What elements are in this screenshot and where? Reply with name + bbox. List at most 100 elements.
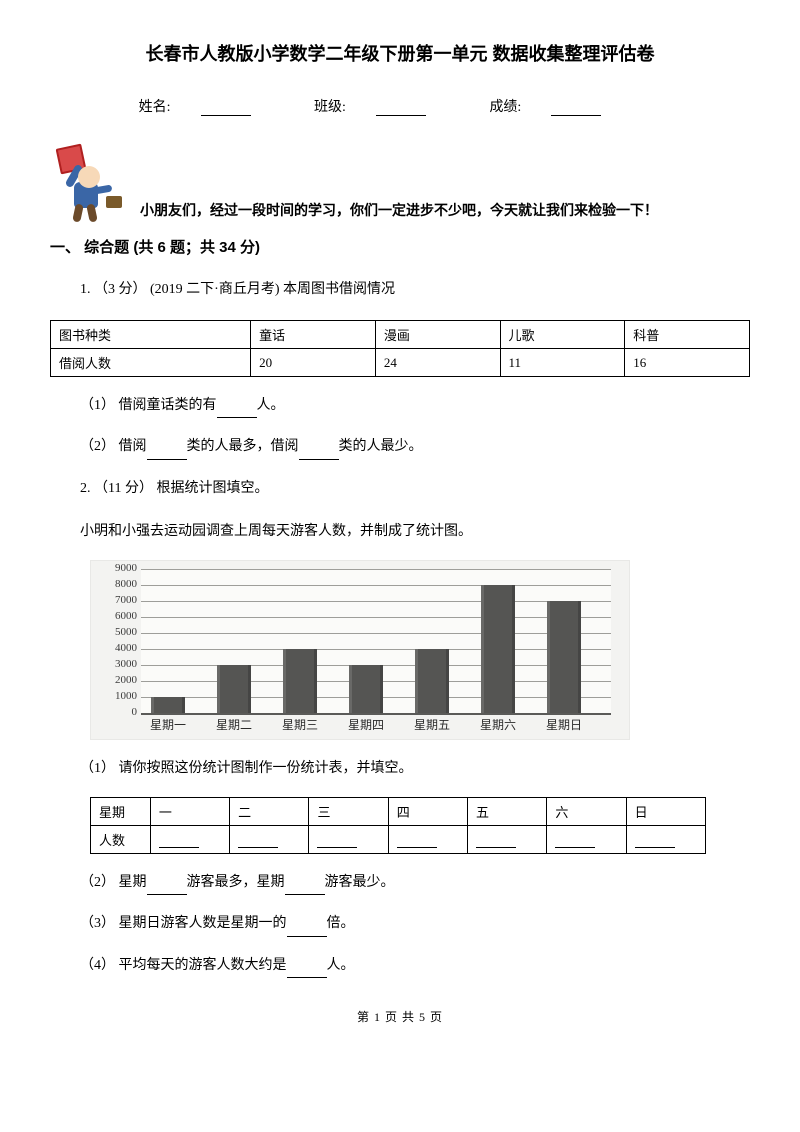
q1-sub1: （1） 借阅童话类的有 人。	[80, 393, 750, 418]
q2-blank-3[interactable]	[287, 921, 327, 937]
q2-cell[interactable]	[309, 826, 388, 854]
intro-text: 小朋友们，经过一段时间的学习，你们一定进步不少吧，今天就让我们来检验一下！	[140, 200, 658, 226]
q1-col-2: 儿歌	[500, 321, 625, 349]
q2-s4a: （4） 平均每天的游客人数大约是	[80, 958, 287, 973]
table-row: 星期 一 二 三 四 五 六 日	[91, 798, 706, 826]
class-label: 班级:	[314, 100, 346, 115]
chart-ytick: 6000	[97, 610, 137, 622]
q2-s2a: （2） 星期	[80, 875, 147, 890]
q1-val-1: 24	[375, 349, 500, 377]
q2-table: 星期 一 二 三 四 五 六 日 人数	[90, 797, 706, 854]
chart-xlabel: 星期四	[339, 716, 393, 733]
q2-desc: 小明和小强去运动园调查上周每天游客人数，并制成了统计图。	[80, 519, 750, 544]
chart-ytick: 0	[97, 706, 137, 718]
footer-c: 页	[426, 1010, 443, 1024]
q1-s2b: 类的人最多，借阅	[187, 439, 299, 454]
intro-row: 小朋友们，经过一段时间的学习，你们一定进步不少吧，今天就让我们来检验一下！	[50, 146, 750, 226]
q2-cell[interactable]	[388, 826, 467, 854]
student-info-line: 姓名: 班级: 成绩:	[50, 96, 750, 116]
visitor-chart: 0 1000 2000 3000 4000 5000 6000 7000 8000 9000 星期一…	[90, 560, 750, 740]
q2-col-5: 六	[547, 798, 626, 826]
q2-cell[interactable]	[626, 826, 705, 854]
q2-col-3: 四	[388, 798, 467, 826]
q2-s2c: 游客最少。	[325, 875, 395, 890]
q2-sub3: （3） 星期日游客人数是星期一的倍。	[80, 911, 750, 936]
q1-val-2: 11	[500, 349, 625, 377]
chart-xlabel: 星期一	[141, 716, 195, 733]
q2-blank-1[interactable]	[147, 879, 187, 895]
chart-bar	[349, 665, 383, 713]
page-title: 长春市人教版小学数学二年级下册第一单元 数据收集整理评估卷	[50, 40, 750, 66]
q1-col-3: 科普	[625, 321, 750, 349]
q1-s2c: 类的人最少。	[339, 439, 423, 454]
footer-a: 第	[357, 1010, 374, 1024]
q1-sub2: （2） 借阅 类的人最多，借阅 类的人最少。	[80, 434, 750, 459]
chart-ytick: 2000	[97, 674, 137, 686]
q2-col-4: 五	[468, 798, 547, 826]
q2-sub4: （4） 平均每天的游客人数大约是 人。	[80, 953, 750, 978]
q2-cell[interactable]	[150, 826, 229, 854]
section-1-header: 一、 综合题 (共 6 题；共 34 分)	[50, 236, 750, 257]
chart-bar	[217, 665, 251, 713]
chart-ytick: 9000	[97, 562, 137, 574]
q2-cell[interactable]	[230, 826, 309, 854]
chart-ytick: 1000	[97, 690, 137, 702]
chart-bar	[151, 697, 185, 713]
q2-s2b: 游客最多，星期	[187, 875, 285, 890]
chart-bar	[415, 649, 449, 713]
table-row: 人数	[91, 826, 706, 854]
q2-header: 2. （11 分） 根据统计图填空。	[80, 481, 268, 496]
question-2: 2. （11 分） 根据统计图填空。	[50, 476, 750, 501]
class-blank[interactable]	[376, 100, 426, 116]
q1-table: 图书种类 童话 漫画 儿歌 科普 借阅人数 20 24 11 16	[50, 320, 750, 377]
q1-val-0: 20	[251, 349, 376, 377]
chart-ytick: 8000	[97, 578, 137, 590]
q2-col-0: 一	[150, 798, 229, 826]
q1-r2-label: 借阅人数	[51, 349, 251, 377]
chart-xlabel: 星期三	[273, 716, 327, 733]
q1-header: 1. （3 分） (2019 二下·商丘月考) 本周图书借阅情况	[80, 282, 395, 297]
q2-cell[interactable]	[547, 826, 626, 854]
q2-col-1: 二	[230, 798, 309, 826]
page-footer: 第 1 页 共 5 页	[50, 1008, 750, 1025]
q2-s4b: 人。	[327, 958, 355, 973]
q1-blank-1[interactable]	[217, 402, 257, 418]
q1-s1a: （1） 借阅童话类的有	[80, 398, 217, 413]
q1-r1-label: 图书种类	[51, 321, 251, 349]
chart-ytick: 7000	[97, 594, 137, 606]
q2-blank-4[interactable]	[287, 962, 327, 978]
q1-col-1: 漫画	[375, 321, 500, 349]
chart-xlabel: 星期五	[405, 716, 459, 733]
table-row: 图书种类 童话 漫画 儿歌 科普	[51, 321, 750, 349]
q2-cell[interactable]	[468, 826, 547, 854]
chart-bar	[481, 585, 515, 713]
mascot-icon	[50, 146, 130, 226]
q1-blank-2[interactable]	[147, 444, 187, 460]
question-1: 1. （3 分） (2019 二下·商丘月考) 本周图书借阅情况	[50, 277, 750, 302]
q2-s3a: （3） 星期日游客人数是星期一的	[80, 916, 287, 931]
footer-cur: 1	[374, 1010, 381, 1024]
footer-b: 页 共	[381, 1010, 419, 1024]
score-blank[interactable]	[551, 100, 601, 116]
q1-col-0: 童话	[251, 321, 376, 349]
q2-r1-label: 星期	[91, 798, 151, 826]
chart-ytick: 4000	[97, 642, 137, 654]
footer-tot: 5	[419, 1010, 426, 1024]
q1-s2a: （2） 借阅	[80, 439, 147, 454]
chart-ytick: 5000	[97, 626, 137, 638]
chart-xlabel: 星期六	[471, 716, 525, 733]
q2-sub1: （1） 请你按照这份统计图制作一份统计表，并填空。	[80, 756, 750, 781]
chart-ytick: 3000	[97, 658, 137, 670]
chart-xlabel: 星期二	[207, 716, 261, 733]
score-label: 成绩:	[489, 100, 521, 115]
q1-val-3: 16	[625, 349, 750, 377]
q1-blank-3[interactable]	[299, 444, 339, 460]
q1-s1b: 人。	[257, 398, 285, 413]
q2-sub2: （2） 星期 游客最多，星期 游客最少。	[80, 870, 750, 895]
chart-bar	[283, 649, 317, 713]
q2-blank-2[interactable]	[285, 879, 325, 895]
q2-r2-label: 人数	[91, 826, 151, 854]
chart-xlabel: 星期日	[537, 716, 591, 733]
name-blank[interactable]	[201, 100, 251, 116]
q2-col-6: 日	[626, 798, 705, 826]
